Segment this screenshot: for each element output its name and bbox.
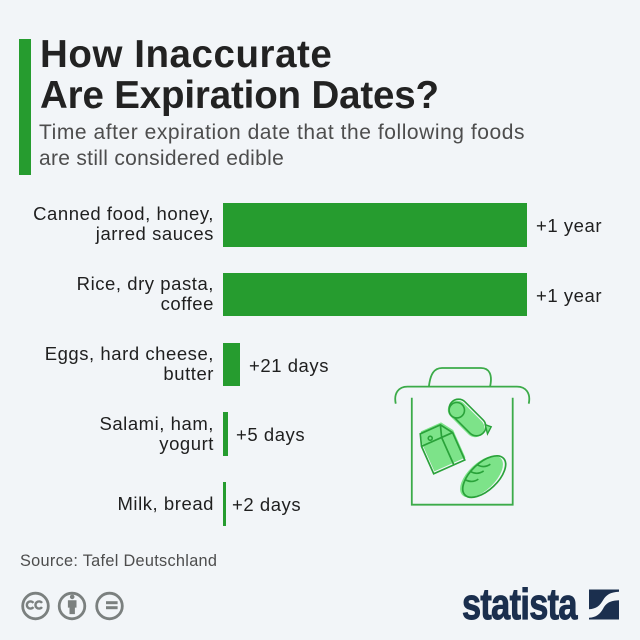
svg-text:statista: statista <box>462 580 578 627</box>
